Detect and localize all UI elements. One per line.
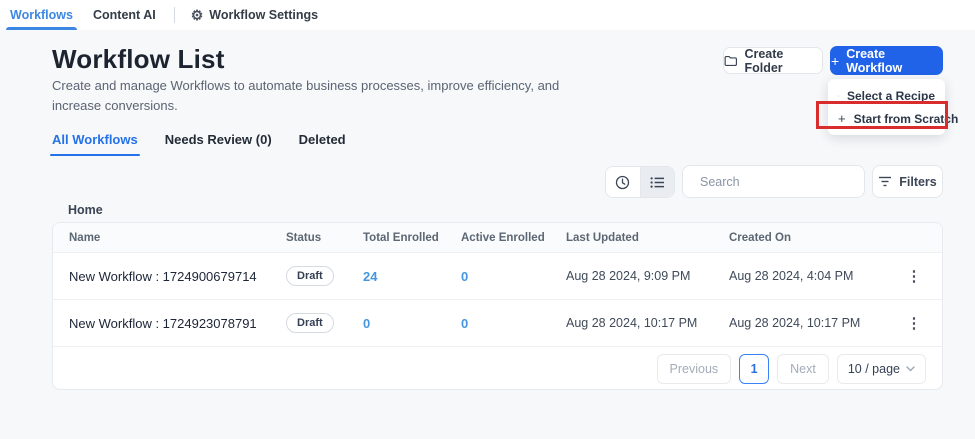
top-nav-bar: Workflows Content AI ⚙ Workflow Settings bbox=[0, 0, 975, 30]
workflow-name[interactable]: New Workflow : 1724900679714 bbox=[69, 268, 257, 284]
total-enrolled-link[interactable]: 24 bbox=[363, 268, 378, 284]
column-header-last-updated: Last Updated bbox=[566, 231, 639, 244]
table-header-row: Name Status Total Enrolled Active Enroll… bbox=[53, 223, 942, 253]
column-header-active-enrolled: Active Enrolled bbox=[461, 231, 545, 244]
pagination-bar: Previous 1 Next 10 / page bbox=[53, 347, 942, 389]
recipe-icon bbox=[838, 95, 839, 96]
page-size-select[interactable]: 10 / page bbox=[836, 354, 926, 384]
plus-icon: + bbox=[838, 111, 846, 126]
list-view-button[interactable] bbox=[639, 167, 674, 197]
tab-active-underline bbox=[50, 153, 140, 156]
status-badge: Draft bbox=[286, 313, 334, 333]
clock-icon bbox=[616, 175, 630, 189]
list-icon bbox=[650, 176, 664, 188]
workflow-tabs: All Workflows Needs Review (0) Deleted bbox=[50, 132, 346, 156]
plus-icon: + bbox=[831, 52, 840, 69]
tab-deleted[interactable]: Deleted bbox=[299, 132, 346, 156]
tab-needs-review[interactable]: Needs Review (0) bbox=[165, 132, 272, 156]
row-actions-kebab-icon[interactable]: ⋮ bbox=[906, 268, 923, 285]
page-size-value: 10 / page bbox=[847, 362, 900, 376]
tab-deleted-label: Deleted bbox=[298, 132, 346, 147]
view-toggle-group bbox=[605, 166, 675, 198]
total-enrolled-link[interactable]: 0 bbox=[363, 315, 371, 331]
menu-select-a-recipe-label: Select a Recipe bbox=[846, 88, 935, 103]
column-header-status: Status bbox=[286, 231, 322, 244]
nav-workflow-settings-label: Workflow Settings bbox=[209, 8, 319, 22]
folder-icon bbox=[724, 55, 737, 66]
active-enrolled-link[interactable]: 0 bbox=[461, 268, 469, 284]
nav-content-ai-label: Content AI bbox=[92, 8, 156, 22]
chevron-down-icon bbox=[906, 366, 915, 372]
created-on-value: Aug 28 2024, 10:17 PM bbox=[729, 316, 861, 330]
search-box bbox=[682, 165, 865, 198]
search-input[interactable] bbox=[700, 174, 861, 189]
nav-item-workflow-settings[interactable]: ⚙ Workflow Settings bbox=[183, 0, 326, 30]
workflow-table-card: Name Status Total Enrolled Active Enroll… bbox=[52, 222, 943, 390]
workflow-name[interactable]: New Workflow : 1724923078791 bbox=[69, 315, 257, 331]
page-title: Workflow List bbox=[52, 44, 225, 74]
menu-start-from-scratch-label: Start from Scratch bbox=[853, 111, 959, 126]
nav-divider bbox=[173, 7, 175, 23]
filters-label: Filters bbox=[899, 174, 937, 189]
row-actions-kebab-icon[interactable]: ⋮ bbox=[906, 315, 923, 332]
last-updated-value: Aug 28 2024, 10:17 PM bbox=[566, 316, 698, 330]
create-folder-button[interactable]: Create Folder bbox=[723, 46, 823, 75]
filters-button[interactable]: Filters bbox=[872, 165, 943, 198]
create-workflow-button[interactable]: + Create Workflow bbox=[830, 46, 943, 75]
page-number-button[interactable]: 1 bbox=[739, 354, 770, 384]
next-page-button[interactable]: Next bbox=[777, 354, 829, 384]
create-folder-label: Create Folder bbox=[744, 46, 784, 75]
breadcrumb-home[interactable]: Home bbox=[68, 203, 103, 217]
menu-item-start-from-scratch[interactable]: + Start from Scratch bbox=[828, 107, 958, 130]
history-view-button[interactable] bbox=[606, 167, 640, 197]
nav-item-content-ai[interactable]: Content AI bbox=[83, 0, 166, 30]
create-workflow-label: Create Workflow bbox=[846, 46, 903, 75]
column-header-created-on: Created On bbox=[729, 231, 791, 244]
tab-all-workflows-label: All Workflows bbox=[52, 132, 138, 147]
created-on-value: Aug 28 2024, 4:04 PM bbox=[729, 269, 854, 283]
column-header-name: Name bbox=[69, 231, 101, 244]
last-updated-value: Aug 28 2024, 9:09 PM bbox=[566, 269, 691, 283]
nav-active-underline bbox=[6, 27, 77, 30]
table-row[interactable]: New Workflow : 1724923078791 Draft 0 0 A… bbox=[53, 300, 942, 347]
page-subtitle: Create and manage Workflows to automate … bbox=[52, 78, 560, 114]
filter-icon bbox=[879, 176, 892, 187]
create-workflow-dropdown: Select a Recipe + Start from Scratch bbox=[828, 79, 958, 135]
menu-item-select-a-recipe[interactable]: Select a Recipe bbox=[828, 84, 945, 107]
nav-item-workflows[interactable]: Workflows bbox=[0, 0, 83, 30]
tab-needs-review-label: Needs Review (0) bbox=[164, 132, 272, 147]
column-header-total-enrolled: Total Enrolled bbox=[363, 231, 439, 244]
previous-page-button[interactable]: Previous bbox=[656, 354, 732, 384]
table-row[interactable]: New Workflow : 1724900679714 Draft 24 0 … bbox=[53, 253, 942, 300]
gear-icon: ⚙ bbox=[190, 7, 204, 23]
active-enrolled-link[interactable]: 0 bbox=[461, 315, 469, 331]
status-badge: Draft bbox=[286, 266, 334, 286]
tab-all-workflows[interactable]: All Workflows bbox=[50, 132, 140, 156]
nav-workflows-label: Workflows bbox=[10, 8, 73, 22]
